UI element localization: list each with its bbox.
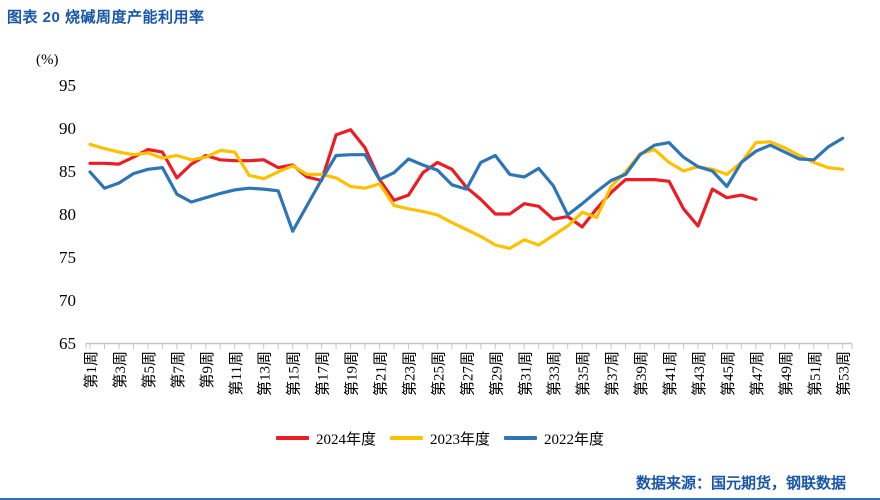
y-axis-tick-label: 65 (59, 334, 76, 353)
legend-label-2023年度: 2023年度 (429, 431, 490, 448)
legend-label-2024年度: 2024年度 (315, 431, 376, 448)
y-axis-tick-label: 75 (59, 248, 76, 267)
x-axis-tick-label: 第43周 (690, 351, 708, 396)
x-axis-tick-label: 第5周 (140, 351, 158, 389)
x-axis-tick-label: 第39周 (632, 351, 650, 396)
x-axis-tick-label: 第41周 (661, 351, 679, 396)
x-axis-tick-label: 第19周 (343, 351, 361, 396)
legend-item-2024年度: 2024年度 (275, 428, 376, 449)
y-axis-tick-label: 90 (59, 119, 76, 138)
x-axis-tick-label: 第9周 (198, 351, 216, 389)
x-axis-tick-label: 第21周 (372, 351, 390, 396)
legend-swatch-2022年度 (504, 436, 537, 440)
x-axis-tick-label: 第29周 (487, 351, 505, 396)
chart-title: 图表 20 烧碱周度产能利用率 (7, 9, 205, 26)
x-axis-tick-label: 第27周 (458, 351, 476, 396)
data-source-note: 数据来源：国元期货，钢联数据 (635, 475, 846, 492)
y-axis-unit-label: (%) (36, 52, 59, 68)
line-chart-plot: 65 70 75 80 85 90 95 第1周 第3周 第5周 第7周 第9周 第11周 第13周 第15… (59, 76, 853, 396)
x-axis-tick-label: 第3周 (111, 351, 129, 389)
x-axis-tick-label: 第47周 (748, 351, 766, 396)
legend-label-2022年度: 2022年度 (544, 431, 605, 448)
y-axis-tick-label: 85 (59, 162, 76, 181)
x-axis-tick-label: 第49周 (777, 351, 795, 396)
series-line-2023年度 (88, 140, 845, 250)
y-axis-tick-label: 95 (59, 76, 76, 95)
y-axis-tick-label: 70 (59, 291, 76, 310)
legend-item-2022年度: 2022年度 (504, 428, 604, 449)
x-axis-tick-label: 第51周 (806, 351, 824, 396)
x-axis-tick-label: 第25周 (429, 351, 447, 396)
x-axis-tick-label: 第53周 (835, 351, 853, 396)
x-axis-tick-label: 第15周 (285, 351, 303, 396)
chart-legend: 2024年度 2023年度 2022年度 (0, 426, 880, 450)
x-axis-tick-label: 第13周 (256, 351, 274, 396)
y-axis-tick-label: 80 (59, 205, 76, 224)
x-axis-tick-label: 第17周 (314, 351, 332, 396)
legend-item-2023年度: 2023年度 (389, 428, 490, 449)
x-axis-tick-label: 第7周 (169, 351, 187, 389)
x-axis-tick-label: 第37周 (603, 351, 621, 396)
x-axis-tick-label: 第35周 (574, 351, 592, 396)
x-axis-tick-label: 第1周 (82, 351, 100, 389)
legend-swatch-2023年度 (389, 436, 423, 440)
footer-rule (0, 498, 880, 500)
x-axis-tick-label: 第31周 (516, 351, 534, 396)
x-axis-tick-label: 第33周 (545, 351, 563, 396)
legend-swatch-2024年度 (275, 436, 309, 440)
x-axis-tick-label: 第45周 (719, 351, 737, 396)
x-axis-tick-label: 第11周 (227, 351, 245, 395)
series-line-2022年度 (88, 136, 845, 233)
x-axis-tick-label: 第23周 (400, 351, 418, 396)
